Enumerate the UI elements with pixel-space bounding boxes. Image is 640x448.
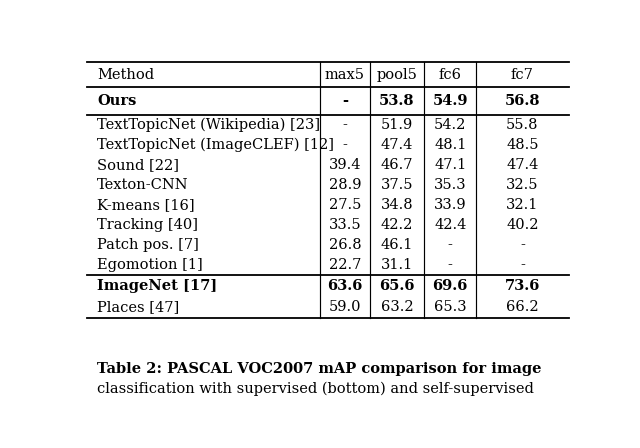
Text: -: - <box>520 258 525 272</box>
Text: -: - <box>448 258 452 272</box>
Text: fc7: fc7 <box>511 68 534 82</box>
Text: Places [47]: Places [47] <box>97 301 180 314</box>
Text: TextTopicNet (Wikipedia) [23]: TextTopicNet (Wikipedia) [23] <box>97 118 321 132</box>
Text: classification with supervised (bottom) and self-supervised: classification with supervised (bottom) … <box>97 381 534 396</box>
Text: 46.1: 46.1 <box>381 238 413 252</box>
Text: Sound [22]: Sound [22] <box>97 158 179 172</box>
Text: 37.5: 37.5 <box>381 178 413 192</box>
Text: 42.4: 42.4 <box>434 218 467 232</box>
Text: Tracking [40]: Tracking [40] <box>97 218 198 232</box>
Text: 28.9: 28.9 <box>328 178 361 192</box>
Text: 32.5: 32.5 <box>506 178 539 192</box>
Text: 46.7: 46.7 <box>381 158 413 172</box>
Text: -: - <box>342 118 348 132</box>
Text: 42.2: 42.2 <box>381 218 413 232</box>
Text: 65.3: 65.3 <box>434 301 467 314</box>
Text: 53.8: 53.8 <box>379 94 415 108</box>
Text: 32.1: 32.1 <box>506 198 539 212</box>
Text: 63.6: 63.6 <box>327 279 362 293</box>
Text: 59.0: 59.0 <box>328 301 361 314</box>
Text: 47.4: 47.4 <box>381 138 413 152</box>
Text: 31.1: 31.1 <box>381 258 413 272</box>
Text: max5: max5 <box>325 68 365 82</box>
Text: -: - <box>448 238 452 252</box>
Text: fc6: fc6 <box>439 68 462 82</box>
Text: 33.9: 33.9 <box>434 198 467 212</box>
Text: 26.8: 26.8 <box>328 238 361 252</box>
Text: 40.2: 40.2 <box>506 218 539 232</box>
Text: 55.8: 55.8 <box>506 118 539 132</box>
Text: 69.6: 69.6 <box>433 279 468 293</box>
Text: 47.1: 47.1 <box>434 158 467 172</box>
Text: 54.2: 54.2 <box>434 118 467 132</box>
Text: K-means [16]: K-means [16] <box>97 198 195 212</box>
Text: -: - <box>342 138 348 152</box>
Text: 35.3: 35.3 <box>434 178 467 192</box>
Text: 48.1: 48.1 <box>434 138 467 152</box>
Text: 66.2: 66.2 <box>506 301 539 314</box>
Text: 22.7: 22.7 <box>329 258 361 272</box>
Text: TextTopicNet (ImageCLEF) [12]: TextTopicNet (ImageCLEF) [12] <box>97 138 334 152</box>
Text: 48.5: 48.5 <box>506 138 539 152</box>
Text: Method: Method <box>97 68 154 82</box>
Text: 33.5: 33.5 <box>328 218 361 232</box>
Text: Table 2: PASCAL VOC2007 mAP comparison for image: Table 2: PASCAL VOC2007 mAP comparison f… <box>97 362 542 376</box>
Text: -: - <box>342 94 348 108</box>
Text: Patch pos. [7]: Patch pos. [7] <box>97 238 199 252</box>
Text: pool5: pool5 <box>376 68 417 82</box>
Text: 34.8: 34.8 <box>381 198 413 212</box>
Text: ImageNet [17]: ImageNet [17] <box>97 279 218 293</box>
Text: -: - <box>520 238 525 252</box>
Text: Egomotion [1]: Egomotion [1] <box>97 258 203 272</box>
Text: 47.4: 47.4 <box>506 158 539 172</box>
Text: 56.8: 56.8 <box>505 94 540 108</box>
Text: 51.9: 51.9 <box>381 118 413 132</box>
Text: 54.9: 54.9 <box>433 94 468 108</box>
Text: Ours: Ours <box>97 94 137 108</box>
Text: 73.6: 73.6 <box>505 279 540 293</box>
Text: 39.4: 39.4 <box>328 158 361 172</box>
Text: Texton-CNN: Texton-CNN <box>97 178 189 192</box>
Text: 63.2: 63.2 <box>381 301 413 314</box>
Text: 27.5: 27.5 <box>329 198 361 212</box>
Text: 65.6: 65.6 <box>379 279 415 293</box>
